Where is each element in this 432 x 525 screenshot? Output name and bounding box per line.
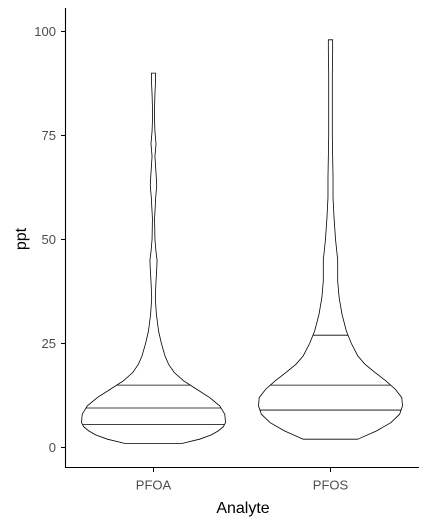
x-axis-title: Analyte — [216, 500, 269, 517]
plot-area — [81, 39, 403, 444]
y-tick-label: 25 — [42, 336, 56, 351]
x-tick-label: PFOA — [136, 478, 172, 493]
violin-pfoa — [81, 72, 226, 444]
x-tick-label: PFOS — [313, 478, 349, 493]
y-tick-label: 75 — [42, 128, 56, 143]
y-tick-label: 0 — [49, 440, 56, 455]
y-tick-label: 50 — [42, 232, 56, 247]
y-axis-title: ppt — [13, 227, 30, 250]
axes: 0 25 50 75 100 PFOA PFOS — [34, 8, 419, 493]
violin-pfos — [258, 39, 403, 440]
y-tick-label: 100 — [34, 24, 56, 39]
